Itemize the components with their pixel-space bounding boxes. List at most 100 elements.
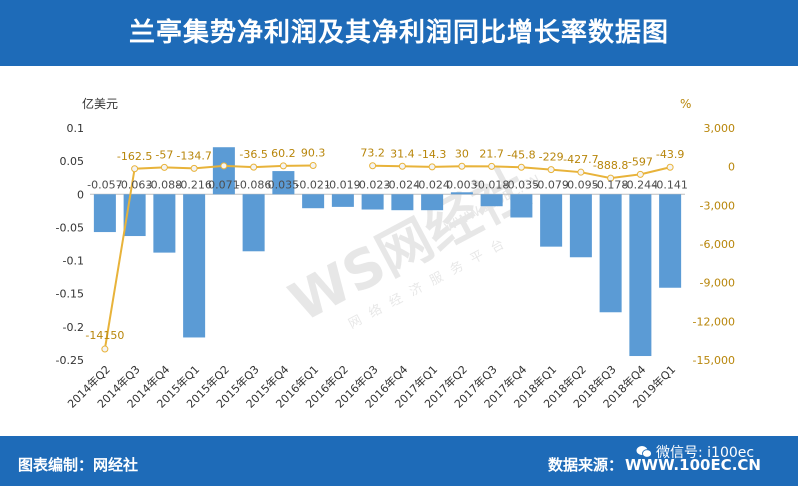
bar <box>540 194 563 247</box>
bar <box>93 194 116 233</box>
line-value-label: 60.2 <box>271 147 296 160</box>
bar-value-label: 0.071 <box>208 178 240 191</box>
bar <box>599 194 622 313</box>
line-point <box>398 162 406 170</box>
wechat-id: 微信号: i100ec <box>656 445 755 461</box>
bar <box>272 171 295 195</box>
bar <box>510 194 533 218</box>
right-axis-unit: % <box>680 97 691 111</box>
line-value-label: 31.4 <box>390 147 415 160</box>
bar <box>569 194 592 258</box>
line-value-label: -162.5 <box>117 150 152 163</box>
right-tick-label: 0 <box>728 161 735 174</box>
left-tick-label: -0.05 <box>56 221 84 234</box>
bar-value-label: -0.024 <box>414 178 449 191</box>
line-point <box>458 162 466 170</box>
bar-value-label: 0.003 <box>446 178 478 191</box>
growth-line <box>103 164 314 350</box>
left-tick-label: -0.1 <box>63 255 84 268</box>
line-point <box>101 345 109 353</box>
line-value-label: -14.3 <box>418 148 446 161</box>
bar-value-label: -0.057 <box>87 178 122 191</box>
wechat-icon <box>636 445 652 459</box>
bar-value-label: -0.141 <box>652 178 687 191</box>
bar-value-label: -0.086 <box>236 178 271 191</box>
data-source-value: WWW.100EC.CN <box>625 456 761 474</box>
bar <box>153 194 176 253</box>
line-point <box>309 162 317 170</box>
line-point <box>488 162 496 170</box>
left-axis-unit: 亿美元 <box>82 96 118 111</box>
bar-value-label: -0.024 <box>385 178 420 191</box>
bar-value-label: -0.063 <box>117 178 152 191</box>
line-point <box>160 163 168 171</box>
line-value-label: -888.8 <box>593 159 628 172</box>
line-value-label: 73.2 <box>360 147 385 160</box>
bar-value-label: -0.019 <box>325 178 360 191</box>
line-point <box>279 162 287 170</box>
right-tick-label: -15,000 <box>693 354 735 367</box>
line-value-label: 90.3 <box>301 147 326 160</box>
bar-value-label: 0.035 <box>268 178 300 191</box>
bar <box>242 194 265 252</box>
left-tick-label: 0.1 <box>67 122 85 135</box>
bar-value-label: -0.035 <box>504 178 539 191</box>
right-tick-label: -12,000 <box>693 315 735 328</box>
bar <box>421 194 444 211</box>
line-value-label: -36.5 <box>239 148 267 161</box>
bar <box>361 194 384 210</box>
bar <box>183 194 206 338</box>
line-point <box>190 164 198 172</box>
line-point <box>220 162 228 170</box>
line-value-label: -57 <box>155 148 173 161</box>
line-value-label: -45.8 <box>507 148 535 161</box>
left-tick-label: 0 <box>77 188 84 201</box>
line-point <box>666 163 674 171</box>
bar <box>331 194 354 207</box>
bar <box>659 194 682 288</box>
left-tick-label: -0.2 <box>63 321 84 334</box>
chart-author-label: 图表编制：网经社 <box>18 456 139 474</box>
bar-value-label: -0.216 <box>176 178 211 191</box>
right-tick-label: -9,000 <box>700 277 735 290</box>
line-point <box>131 165 139 173</box>
title-bar: 兰亭集势净利润及其净利润同比增长率数据图 <box>0 0 798 66</box>
line-value-label: -43.9 <box>656 148 684 161</box>
left-tick-label: -0.25 <box>56 354 84 367</box>
line-value-label: 21.7 <box>479 147 504 160</box>
bar-value-label: -0.021 <box>295 178 330 191</box>
line-point <box>636 170 644 178</box>
left-tick-label: -0.15 <box>56 288 84 301</box>
bar <box>302 194 325 209</box>
bar-value-label: -0.088 <box>147 178 182 191</box>
right-tick-label: -6,000 <box>700 238 735 251</box>
data-source-label: 数据来源： <box>548 456 624 474</box>
combo-chart: WS网经社WWW.100EC.CN网络经济服务平台 亿美元%0.10.050-0… <box>56 96 736 411</box>
bar-value-label: -0.079 <box>533 178 568 191</box>
right-tick-label: 3,000 <box>704 122 736 135</box>
line-point <box>577 168 585 176</box>
line-value-label: -597 <box>628 155 653 168</box>
bar <box>480 194 503 207</box>
right-tick-label: -3,000 <box>700 199 735 212</box>
bar-value-label: -0.018 <box>474 178 509 191</box>
line-point <box>250 163 258 171</box>
bar-value-label: -0.023 <box>355 178 390 191</box>
line-value-label: -134.7 <box>176 149 211 162</box>
bar <box>450 192 473 195</box>
line-value-label: 30 <box>455 147 469 160</box>
line-point <box>547 166 555 174</box>
line-value-label: -229 <box>539 151 564 164</box>
bar <box>212 147 235 195</box>
bar-series <box>93 147 682 357</box>
bar-value-label: -0.244 <box>623 178 658 191</box>
line-point <box>517 163 525 171</box>
left-tick-label: 0.05 <box>60 155 85 168</box>
wechat-badge: 微信号: i100ec <box>636 442 754 462</box>
line-point <box>607 174 615 182</box>
line-value-label: -427.7 <box>563 153 598 166</box>
chart-area: WS网经社WWW.100EC.CN网络经济服务平台 亿美元%0.10.050-0… <box>0 66 798 436</box>
bar <box>391 194 414 211</box>
bar-value-label: -0.178 <box>593 178 628 191</box>
